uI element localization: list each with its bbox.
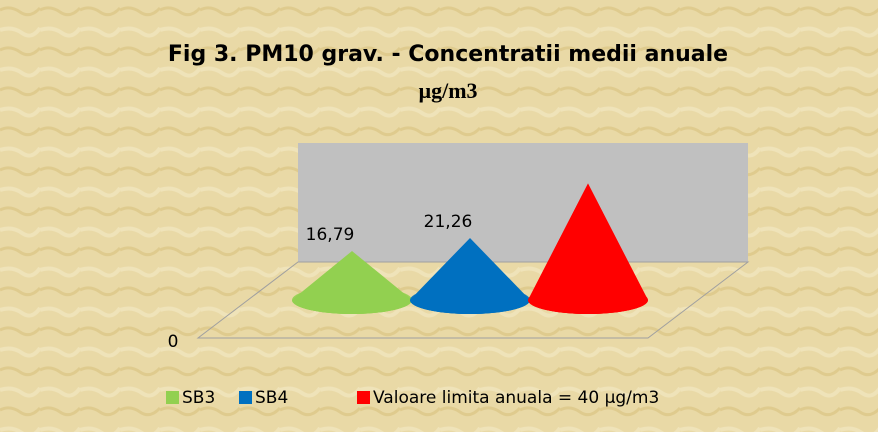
back-wall bbox=[298, 143, 748, 262]
floor bbox=[196, 261, 750, 339]
legend-label: Valoare limita anuala = 40 µg/m3 bbox=[373, 388, 659, 408]
chart-subtitle: µg/m3 bbox=[418, 78, 477, 103]
legend-label: SB4 bbox=[255, 388, 288, 408]
data-label: 16,79 bbox=[306, 225, 355, 245]
legend-swatch bbox=[357, 391, 370, 404]
legend-label: SB3 bbox=[182, 388, 215, 408]
y-tick-label: 0 bbox=[168, 332, 179, 352]
data-label: 21,26 bbox=[424, 212, 473, 232]
cone-shade bbox=[528, 183, 648, 314]
chart-title: Fig 3. PM10 grav. - Concentratii medii a… bbox=[168, 42, 728, 67]
cone-shade bbox=[292, 251, 412, 314]
legend-swatch bbox=[166, 391, 179, 404]
legend-swatch bbox=[239, 391, 252, 404]
cone-shade bbox=[410, 238, 530, 314]
